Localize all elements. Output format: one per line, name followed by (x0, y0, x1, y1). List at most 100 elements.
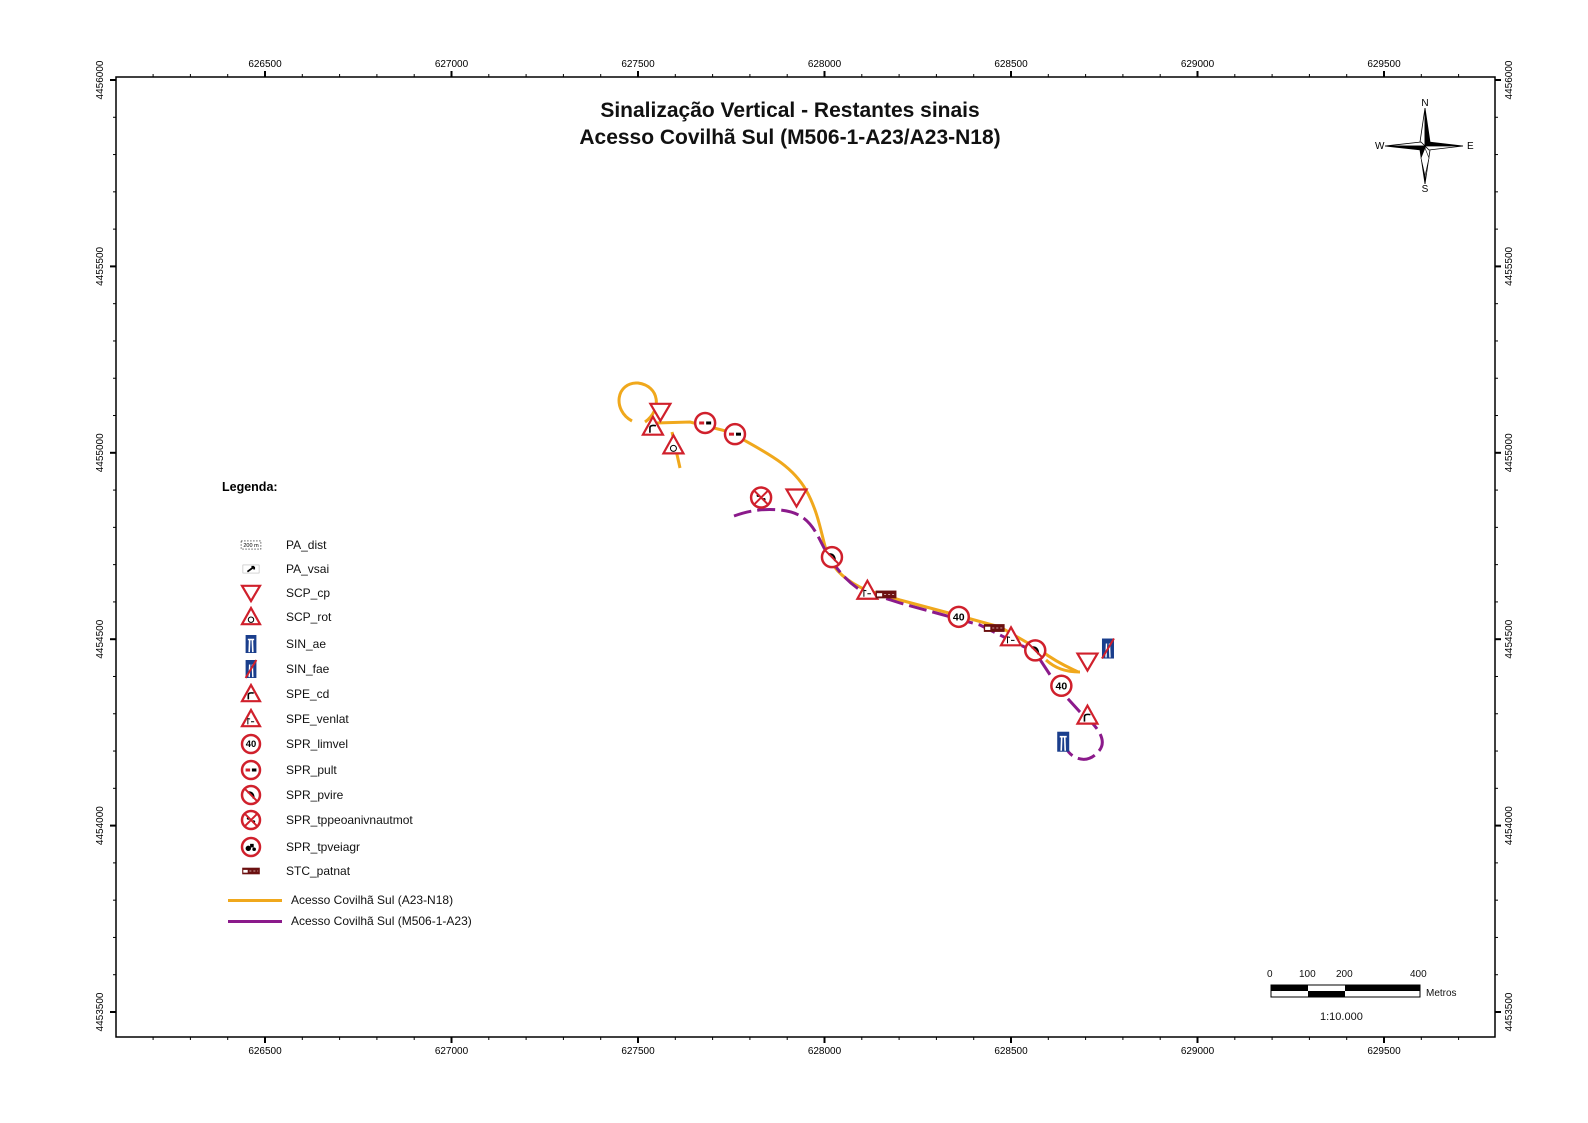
no-tractors-icon (226, 836, 276, 858)
map-frame (115, 76, 1496, 1038)
y-tick-label-right: 4455500 (1504, 246, 1515, 285)
distance-plate-icon: 200 m (226, 534, 276, 556)
x-tick-label-top: 629000 (1181, 59, 1215, 70)
map-sign-side-wind[interactable] (855, 578, 880, 600)
legend-item: SPR_tppeoanivnautmot (226, 809, 413, 831)
y-tick-label-right: 4454500 (1504, 619, 1515, 658)
axis-ticks: 626500 626500 627000 627000 627500 627500 6280… (95, 59, 1515, 1057)
scale-tick-100: 100 (1299, 969, 1316, 980)
legend-label: SPE_cd (286, 687, 330, 701)
map-sign-no-turn[interactable] (1023, 639, 1047, 662)
legend-label: SPR_pvire (286, 788, 344, 802)
svg-text:40: 40 (953, 611, 965, 623)
map-sign-yield[interactable] (648, 402, 673, 423)
y-tick-label-right: 4455000 (1504, 433, 1515, 472)
legend-label: SPR_pult (286, 763, 337, 777)
map-sign-yield[interactable] (784, 488, 809, 509)
legend-label: SIN_ae (286, 637, 327, 651)
scale-tick-200: 200 (1336, 969, 1353, 980)
y-tick-label-right: 4456000 (1504, 60, 1515, 99)
svg-text:40: 40 (1056, 680, 1068, 692)
map-sign-side-wind[interactable] (999, 625, 1023, 647)
map-sign-no-pedestrians[interactable] (749, 486, 773, 509)
x-tick-label-bottom: 629500 (1367, 1046, 1401, 1057)
svg-text:40: 40 (246, 739, 257, 750)
map-sign-heritage[interactable] (875, 590, 897, 599)
scale-ratio: 1:10.000 (1320, 1011, 1363, 1023)
legend-line-label: Acesso Covilhã Sul (M506-1-A23) (291, 914, 472, 928)
scale-bar (1270, 984, 1421, 998)
legend-item: SPE_venlat (226, 708, 349, 730)
speed-limit-icon: 40 (226, 733, 276, 755)
map-title: Sinalização Vertical - Restantes sinais … (460, 97, 1120, 151)
map-sign-speed-limit[interactable]: 40 (947, 605, 971, 629)
no-turn-icon (226, 784, 276, 806)
y-tick-label-left: 4456000 (95, 60, 106, 99)
legend-item: SCP_cp (226, 582, 330, 604)
legend-item: SPR_tpveiagr (226, 836, 360, 858)
end-motorway-sign-icon (226, 658, 276, 680)
scale-tick-0: 0 (1267, 969, 1273, 980)
map-title-line1: Sinalização Vertical - Restantes sinais (600, 99, 980, 122)
legend-label: PA_dist (286, 538, 327, 552)
x-tick-label-top: 627500 (621, 59, 655, 70)
y-tick-label-left: 4454000 (95, 806, 106, 845)
legend-item: SPR_pvire (226, 784, 343, 806)
east-label: E (1467, 141, 1474, 152)
legend-line-label: Acesso Covilhã Sul (A23-N18) (291, 893, 454, 907)
legend-label: SPE_venlat (286, 712, 349, 726)
exit-arrow-plate-icon (226, 558, 276, 580)
legend-label: SPR_limvel (286, 737, 349, 751)
map-sign-roundabout[interactable] (661, 433, 686, 455)
legend-label: SPR_tpveiagr (286, 840, 361, 854)
north-label: N (1421, 98, 1428, 109)
scale-tick-400: 400 (1410, 969, 1427, 980)
map-sign-no-overtaking[interactable] (693, 411, 717, 435)
route-line-swatch (228, 898, 282, 902)
x-tick-label-top: 628500 (994, 59, 1028, 70)
route-m506-1-a23 (733, 508, 1104, 761)
x-tick-label-bottom: 628000 (808, 1046, 842, 1057)
legend-label: SPR_tppeoanivnautmot (286, 813, 413, 827)
y-tick-label-right: 4454000 (1504, 806, 1515, 845)
legend-item: 40 SPR_limvel (226, 733, 348, 755)
x-tick-label-bottom: 628500 (994, 1046, 1028, 1057)
map-sign-heritage[interactable] (983, 624, 1005, 632)
map-sign-curve[interactable] (641, 414, 665, 436)
map-sign-end-motorway[interactable] (1101, 638, 1115, 660)
legend-label: SCP_cp (286, 586, 331, 600)
map-sign-yield[interactable] (1075, 652, 1100, 673)
map-sign-curve[interactable] (1075, 703, 1100, 725)
legend-item: PA_vsai (226, 558, 329, 580)
legend-item: SPR_pult (226, 759, 337, 781)
map-sign-motorway[interactable] (1057, 731, 1070, 752)
x-tick-label-bottom: 629000 (1181, 1046, 1215, 1057)
no-overtaking-icon (226, 759, 276, 781)
map-sign-no-turn[interactable] (820, 545, 844, 569)
y-tick-label-left: 4455500 (95, 246, 106, 285)
yield-sign-icon (226, 582, 276, 604)
legend-item: 200 m PA_dist (226, 534, 326, 556)
north-arrow: N S E W (1375, 98, 1474, 195)
legend-item: SCP_rot (226, 606, 331, 628)
legend-label: SCP_rot (286, 610, 332, 624)
x-tick-label-top: 627000 (435, 59, 469, 70)
y-tick-label-left: 4453500 (95, 992, 106, 1031)
legend-line-item: Acesso Covilhã Sul (A23-N18) (228, 889, 453, 911)
legend-label: PA_vsai (286, 562, 330, 576)
y-tick-label-left: 4454500 (95, 619, 106, 658)
motorway-sign-icon (226, 633, 276, 655)
x-tick-label-top: 629500 (1367, 59, 1401, 70)
route-line-swatch (228, 919, 282, 923)
x-tick-label-bottom: 627000 (435, 1046, 469, 1057)
x-tick-label-top: 626500 (248, 59, 282, 70)
y-tick-label-right: 4453500 (1504, 992, 1515, 1031)
signs-layer: 40 40 (641, 402, 1115, 752)
map-sign-no-overtaking[interactable] (723, 422, 747, 446)
legend-item: STC_patnat (226, 860, 350, 882)
scale-unit: Metros (1426, 988, 1457, 999)
map-sign-speed-limit[interactable]: 40 (1050, 674, 1073, 698)
roundabout-warning-icon (226, 606, 276, 628)
x-tick-label-bottom: 627500 (621, 1046, 655, 1057)
